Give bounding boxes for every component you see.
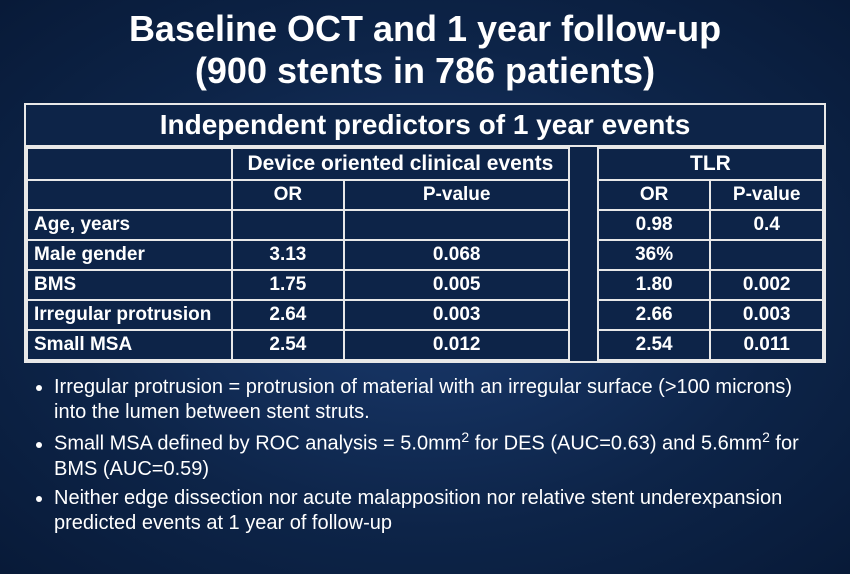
footnote-bullets: Irregular protrusion = protrusion of mat… [20,375,830,536]
empty-header [27,180,232,210]
title-line-2: (900 stents in 786 patients) [20,50,830,92]
row-p2: 0.002 [710,270,823,300]
col-pvalue-1: P-value [344,180,569,210]
col-or-1: OR [232,180,345,210]
row-or1: 1.75 [232,270,345,300]
group2-header: TLR [598,148,823,180]
empty-header [27,148,232,180]
row-label: Male gender [27,240,232,270]
row-or2: 2.54 [598,330,711,360]
row-p1: 0.012 [344,330,569,360]
slide-title: Baseline OCT and 1 year follow-up (900 s… [20,8,830,93]
row-label: Age, years [27,210,232,240]
title-line-1: Baseline OCT and 1 year follow-up [20,8,830,50]
predictors-table: Device oriented clinical events TLR OR P… [26,147,824,361]
row-or1 [232,210,345,240]
table-row: Small MSA 2.54 0.012 2.54 0.011 [27,330,823,360]
row-or1: 3.13 [232,240,345,270]
bullet-3: Neither edge dissection nor acute malapp… [54,486,820,536]
column-spacer [569,180,598,210]
row-or2: 1.80 [598,270,711,300]
bullet-1: Irregular protrusion = protrusion of mat… [54,375,820,425]
column-spacer [569,240,598,270]
row-p1: 0.003 [344,300,569,330]
bullet-2: Small MSA defined by ROC analysis = 5.0m… [54,429,820,482]
column-spacer [569,210,598,240]
col-pvalue-2: P-value [710,180,823,210]
row-label: Irregular protrusion [27,300,232,330]
table-row: Male gender 3.13 0.068 36% [27,240,823,270]
row-p2: 0.011 [710,330,823,360]
column-spacer [569,330,598,360]
column-spacer [569,300,598,330]
column-spacer [569,148,598,180]
table-body: Age, years 0.98 0.4 Male gender 3.13 0.0… [27,210,823,360]
row-p2 [710,240,823,270]
table-row: Irregular protrusion 2.64 0.003 2.66 0.0… [27,300,823,330]
row-or2: 36% [598,240,711,270]
predictors-table-container: Independent predictors of 1 year events … [24,103,826,363]
row-or2: 2.66 [598,300,711,330]
column-spacer [569,270,598,300]
table-row: Age, years 0.98 0.4 [27,210,823,240]
row-or2: 0.98 [598,210,711,240]
row-p1 [344,210,569,240]
table-caption: Independent predictors of 1 year events [26,105,824,147]
row-p2: 0.003 [710,300,823,330]
row-or1: 2.54 [232,330,345,360]
row-label: Small MSA [27,330,232,360]
header-row-groups: Device oriented clinical events TLR [27,148,823,180]
table-row: BMS 1.75 0.005 1.80 0.002 [27,270,823,300]
row-p1: 0.005 [344,270,569,300]
col-or-2: OR [598,180,711,210]
row-p2: 0.4 [710,210,823,240]
group1-header: Device oriented clinical events [232,148,570,180]
header-row-columns: OR P-value OR P-value [27,180,823,210]
row-or1: 2.64 [232,300,345,330]
row-label: BMS [27,270,232,300]
row-p1: 0.068 [344,240,569,270]
